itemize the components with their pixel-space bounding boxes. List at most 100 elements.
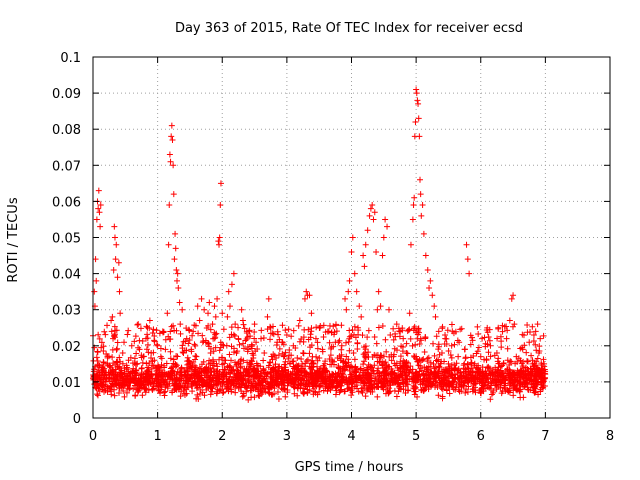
data-point (535, 350, 542, 357)
data-point (238, 306, 245, 313)
data-point (384, 223, 391, 230)
data-point (528, 352, 535, 359)
data-point (277, 371, 284, 378)
data-point (132, 382, 139, 389)
data-point (109, 346, 116, 353)
data-point (519, 363, 526, 370)
data-point (280, 353, 287, 360)
data-point (169, 389, 176, 396)
data-point (510, 392, 517, 399)
data-point (166, 151, 173, 158)
data-point (374, 351, 381, 358)
axes: 0 1 2 3 4 5 6 7 8 0 0.01 0.02 0.03 0.04 0.05 0.06 0.07 0.… (52, 51, 614, 444)
data-point (451, 341, 458, 348)
data-point (360, 252, 367, 259)
data-point (166, 371, 173, 378)
data-point (298, 355, 305, 362)
data-point (170, 322, 177, 329)
data-point (390, 336, 397, 343)
data-point (201, 392, 208, 399)
data-point (161, 364, 168, 371)
data-point (267, 323, 274, 330)
data-point (390, 378, 397, 385)
y-axis-label: ROTI / TECUs (6, 197, 21, 282)
data-point (350, 350, 357, 357)
data-point (272, 361, 279, 368)
data-point (415, 100, 422, 107)
data-point (131, 355, 138, 362)
data-point (513, 353, 520, 360)
data-point (157, 382, 164, 389)
data-point (207, 350, 214, 357)
data-point (113, 327, 120, 334)
data-point (320, 364, 327, 371)
data-point (108, 382, 115, 389)
data-point (506, 317, 513, 324)
data-point (196, 365, 203, 372)
data-point (109, 378, 116, 385)
data-point (363, 353, 370, 360)
data-point (500, 373, 507, 380)
data-point (148, 350, 155, 357)
data-point (418, 212, 425, 219)
data-point (527, 372, 534, 379)
data-point (262, 369, 269, 376)
data-point (530, 338, 537, 345)
data-point (533, 347, 540, 354)
data-point (420, 376, 427, 383)
data-point (307, 334, 314, 341)
data-point (355, 331, 362, 338)
data-point (455, 365, 462, 372)
data-point (195, 330, 202, 337)
data-point (304, 389, 311, 396)
data-point (534, 376, 541, 383)
data-point (153, 368, 160, 375)
data-point (143, 368, 150, 375)
data-point (315, 375, 322, 382)
data-point (151, 380, 158, 387)
data-point (207, 391, 214, 398)
data-point (360, 367, 367, 374)
data-point (361, 350, 368, 357)
data-point (326, 373, 333, 380)
data-point (499, 328, 506, 335)
data-point (144, 341, 151, 348)
data-point (296, 338, 303, 345)
data-point (371, 333, 378, 340)
data-point (127, 375, 134, 382)
data-point (196, 372, 203, 379)
data-point (138, 371, 145, 378)
data-point (375, 324, 382, 331)
data-point (345, 356, 352, 363)
data-point (124, 331, 131, 338)
data-point (318, 374, 325, 381)
data-point (180, 338, 187, 345)
data-point (216, 387, 223, 394)
data-point (541, 360, 548, 367)
data-point (225, 383, 232, 390)
data-point (303, 371, 310, 378)
data-point (486, 337, 493, 344)
data-point (427, 376, 434, 383)
data-point (346, 347, 353, 354)
data-point (227, 363, 234, 370)
data-point (330, 343, 337, 350)
data-point (282, 358, 289, 365)
data-point (467, 332, 474, 339)
data-point (168, 133, 175, 140)
data-point (306, 370, 313, 377)
data-point (192, 368, 199, 375)
data-point (293, 362, 300, 369)
data-point (185, 368, 192, 375)
data-point (411, 323, 418, 330)
y-tick-label: 0.04 (52, 268, 81, 283)
data-point (335, 364, 342, 371)
data-point (452, 328, 459, 335)
data-point (184, 354, 191, 361)
data-point (331, 329, 338, 336)
data-point (220, 389, 227, 396)
x-tick-label: 1 (153, 429, 161, 444)
data-point (538, 362, 545, 369)
data-point (178, 372, 185, 379)
data-point (267, 336, 274, 343)
